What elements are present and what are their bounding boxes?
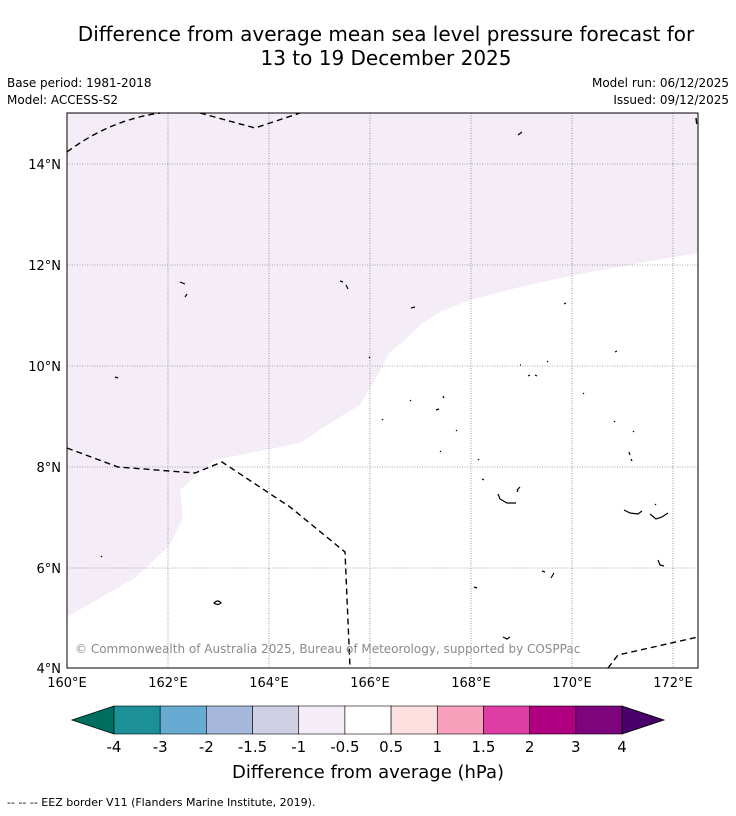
map-plot-area: © Commonwealth of Australia 2025, Bureau…	[66, 112, 699, 669]
lat-label: 10°N	[28, 360, 61, 375]
colorbar-bin	[436, 705, 484, 735]
colorbar-tick-label: -3	[153, 738, 168, 756]
colorbar-title: Difference from average (hPa)	[232, 762, 504, 783]
colorbar-tick-label: -1.5	[238, 738, 267, 756]
lat-label: 12°N	[28, 259, 61, 274]
lon-label: 164°E	[249, 676, 289, 691]
model-run: Model run: 06/12/2025	[591, 76, 729, 90]
colorbar-tick-label: 1.5	[472, 738, 496, 756]
lon-label: 168°E	[451, 676, 491, 691]
colorbar-bin	[390, 705, 438, 735]
colorbar-tick-label: -4	[107, 738, 122, 756]
island-outlines	[100, 131, 669, 640]
model-name: Model: ACCESS-S2	[7, 93, 119, 107]
issued-date: Issued: 09/12/2025	[613, 93, 729, 107]
colorbar-bin	[252, 705, 300, 735]
colorbar-bin	[298, 705, 346, 735]
right-metadata: Model run: 06/12/2025 Issued: 09/12/2025	[592, 75, 729, 109]
colorbar-tick-label: 1	[432, 738, 442, 756]
latitude-labels: 14°N 12°N 10°N 8°N 6°N 4°N	[28, 158, 61, 677]
colorbar-tick-label: 0.5	[379, 738, 403, 756]
longitude-labels: 160°E 162°E 164°E 166°E 168°E 170°E 172°…	[47, 676, 693, 691]
colorbar-tick-label: 2	[525, 738, 535, 756]
colorbar-bin	[483, 705, 530, 735]
title-line-1: Difference from average mean sea level p…	[77, 22, 695, 46]
lon-label: 166°E	[350, 676, 390, 691]
colorbar: -4 -3 -2 -1.5 -1 -0.5 0.5 1 1.5 2 3 4	[70, 705, 666, 756]
copyright-text: © Commonwealth of Australia 2025, Bureau…	[75, 642, 580, 656]
gridlines	[67, 113, 698, 668]
colorbar-bin	[575, 705, 623, 735]
colorbar-max-extension	[621, 705, 666, 735]
lat-label: 14°N	[28, 158, 61, 173]
map-frame	[66, 112, 699, 669]
map-title: Difference from average mean sea level p…	[0, 22, 736, 70]
colorbar-bin	[529, 705, 577, 735]
left-metadata: Base period: 1981-2018 Model: ACCESS-S2	[7, 75, 152, 109]
title-line-2: 13 to 19 December 2025	[260, 46, 512, 70]
lat-label: 6°N	[37, 562, 62, 577]
lon-label: 170°E	[552, 676, 592, 691]
eez-borders	[66, 112, 699, 669]
base-period: Base period: 1981-2018	[7, 76, 152, 90]
colorbar-tick-label: 3	[571, 738, 581, 756]
colorbar-tick-label: 4	[617, 738, 627, 756]
lat-label: 4°N	[37, 662, 62, 677]
lat-label: 8°N	[37, 461, 62, 476]
colorbar-bin	[159, 705, 207, 735]
colorbar-tick-label: -0.5	[330, 738, 359, 756]
lon-label: 162°E	[148, 676, 188, 691]
anomaly-region-minus-0-5	[67, 113, 698, 617]
lon-label: 160°E	[47, 676, 87, 691]
colorbar-tick-label: -1	[291, 738, 306, 756]
lon-label: 172°E	[653, 676, 693, 691]
colorbar-bin	[344, 705, 392, 735]
colorbar-bin	[206, 705, 253, 735]
colorbar-min-extension	[70, 705, 115, 735]
colorbar-tick-label: -2	[199, 738, 214, 756]
colorbar-bin	[113, 705, 161, 735]
eez-legend-footer: -- -- -- EEZ border V11 (Flanders Marine…	[7, 796, 316, 809]
